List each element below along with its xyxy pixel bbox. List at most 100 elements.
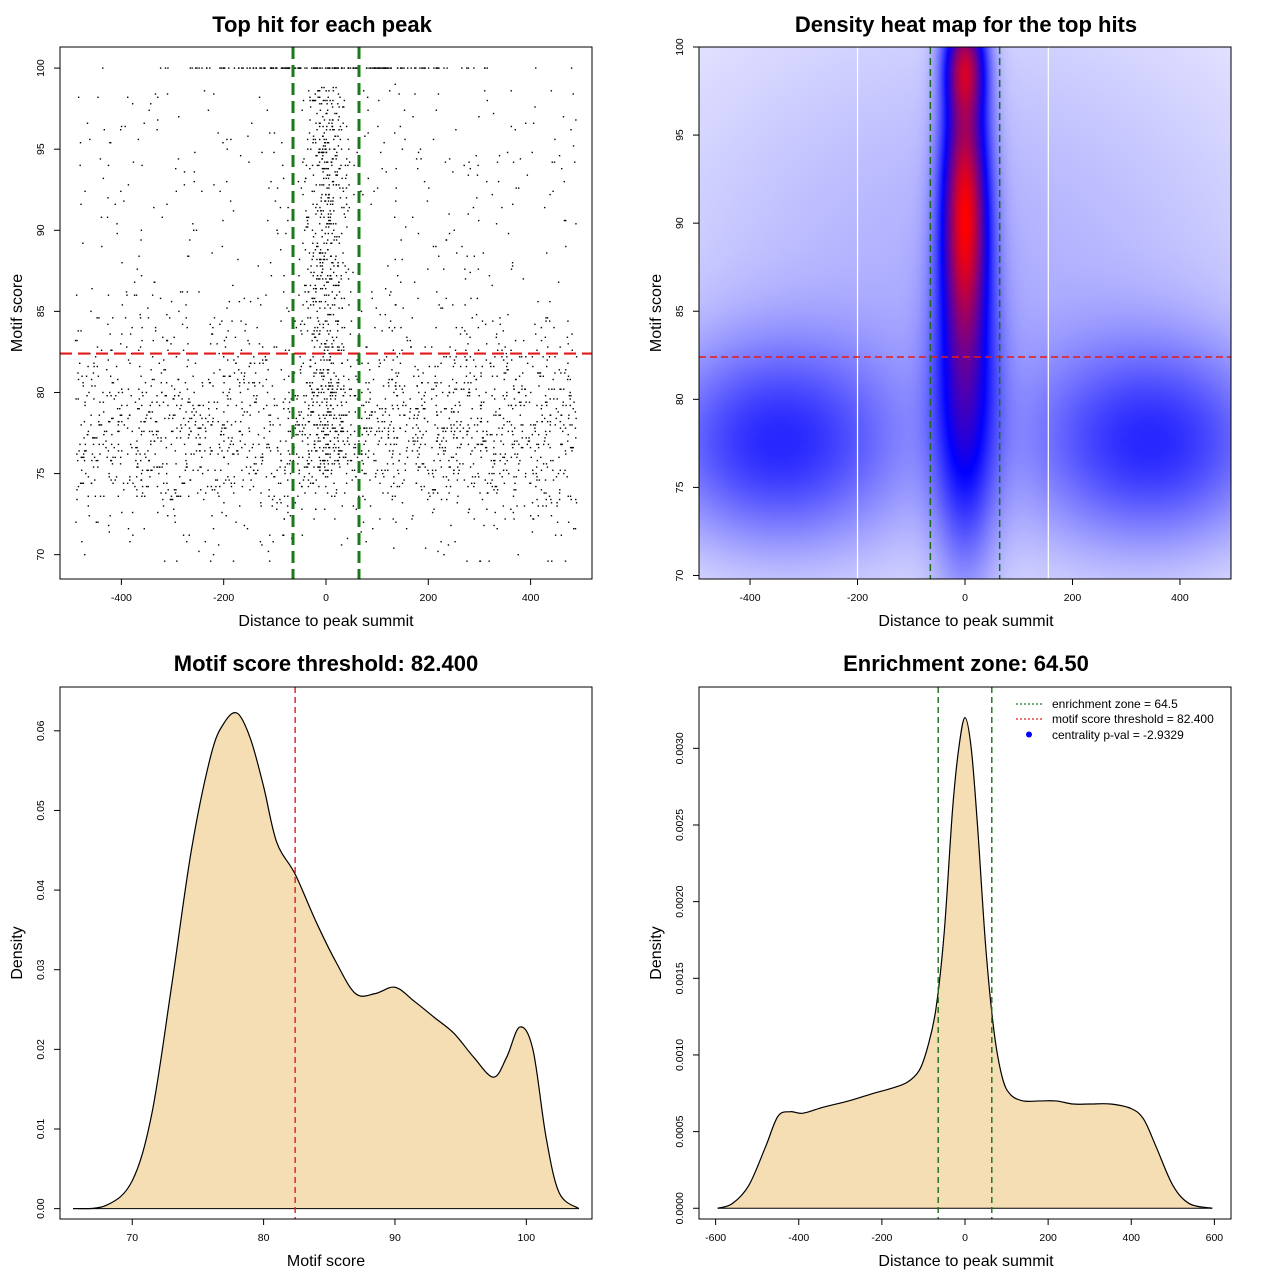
scatter-point	[456, 420, 458, 423]
scatter-point	[371, 297, 373, 300]
scatter-point	[462, 427, 465, 429]
scatter-point	[315, 206, 317, 209]
scatter-point	[570, 446, 573, 449]
scatter-point	[395, 443, 398, 446]
scatter-point	[193, 180, 195, 183]
scatter-point	[309, 167, 311, 170]
scatter-point	[237, 258, 239, 261]
scatter-point	[336, 459, 338, 462]
scatter-point	[443, 408, 446, 410]
scatter-point	[336, 154, 338, 157]
scatter-point	[484, 479, 487, 481]
scatter-point	[338, 236, 340, 238]
scatter-point	[355, 67, 357, 69]
scatter-point	[507, 313, 509, 316]
scatter-point	[348, 443, 350, 446]
scatter-point	[315, 369, 318, 371]
scatter-point	[438, 255, 440, 257]
scatter-point	[447, 395, 449, 397]
scatter-point	[329, 99, 331, 102]
scatter-point	[247, 388, 249, 390]
scatter-point	[506, 420, 509, 423]
scatter-point	[387, 437, 390, 439]
scatter-point	[345, 203, 348, 206]
scatter-point	[304, 229, 306, 231]
scatter-point	[142, 395, 144, 397]
scatter-point	[544, 336, 547, 339]
distance-density-y-axis: 0.00000.00050.00100.00150.00200.00250.00…	[674, 732, 699, 1224]
scatter-point	[313, 333, 315, 335]
scatter-point	[215, 485, 217, 488]
scatter-point	[164, 67, 167, 69]
scatter-point	[361, 433, 363, 436]
scatter-point	[466, 433, 468, 436]
scatter-point	[116, 408, 119, 410]
scatter-point	[115, 476, 118, 478]
scatter-point	[313, 518, 315, 520]
y-tick-label: 75	[674, 481, 686, 493]
scatter-point	[156, 466, 158, 468]
scatter-point	[298, 456, 300, 459]
scatter-point	[467, 67, 470, 69]
scatter-point	[481, 365, 483, 368]
scatter-point	[433, 489, 436, 491]
scatter-point	[412, 515, 414, 517]
scatter-point	[102, 391, 104, 394]
scatter-point	[470, 482, 473, 484]
scatter-point	[522, 372, 524, 374]
scatter-point	[504, 453, 506, 455]
scatter-point	[303, 427, 305, 429]
scatter-point	[328, 122, 330, 124]
scatter-point	[138, 427, 140, 429]
scatter-point	[166, 339, 168, 342]
scatter-point	[340, 427, 343, 429]
scatter-point	[331, 291, 333, 293]
scatter-point	[302, 161, 304, 163]
scatter-point	[181, 323, 184, 326]
scatter-point	[225, 336, 228, 339]
scatter-point	[107, 359, 109, 361]
scatter-point	[475, 365, 477, 368]
scatter-point	[199, 437, 201, 439]
scatter-point	[280, 320, 282, 322]
scatter-point	[228, 391, 230, 394]
scatter-point	[335, 284, 338, 287]
scatter-point	[418, 453, 420, 455]
scatter-point	[199, 450, 201, 452]
scatter-point	[562, 401, 564, 403]
distance-density-panel: Enrichment zone: 64.50 -600 -400 -200 0 200 4…	[648, 651, 1232, 1270]
scatter-point	[213, 372, 215, 374]
scatter-point	[496, 349, 499, 351]
scatter-point	[377, 420, 379, 423]
scatter-point	[329, 330, 331, 332]
scatter-point	[169, 498, 172, 501]
scatter-point	[505, 352, 508, 355]
scatter-point	[170, 300, 173, 303]
scatter-point	[561, 167, 563, 170]
scatter-point	[486, 67, 488, 69]
scatter-point	[556, 398, 558, 400]
scatter-point	[304, 180, 306, 183]
scatter-point	[564, 469, 566, 472]
scatter-point	[206, 485, 209, 488]
scatter-point	[91, 459, 93, 462]
scatter-point	[325, 424, 327, 426]
scatter-point	[318, 125, 321, 128]
scatter-point	[102, 443, 104, 446]
scatter-point	[511, 265, 514, 267]
scatter-point	[151, 411, 154, 413]
scatter-point	[98, 424, 100, 426]
scatter-point	[307, 307, 309, 309]
scatter-point	[87, 365, 89, 368]
scatter-point	[341, 420, 343, 423]
scatter-point	[333, 138, 335, 141]
scatter-point	[144, 453, 146, 455]
scatter-point	[506, 356, 508, 358]
scatter-point	[371, 291, 373, 293]
scatter-point	[106, 216, 109, 218]
scatter-point	[330, 362, 332, 364]
scatter-point	[188, 398, 190, 400]
scatter-point	[172, 430, 174, 433]
scatter-point	[137, 466, 139, 468]
scatter-point	[541, 420, 543, 423]
